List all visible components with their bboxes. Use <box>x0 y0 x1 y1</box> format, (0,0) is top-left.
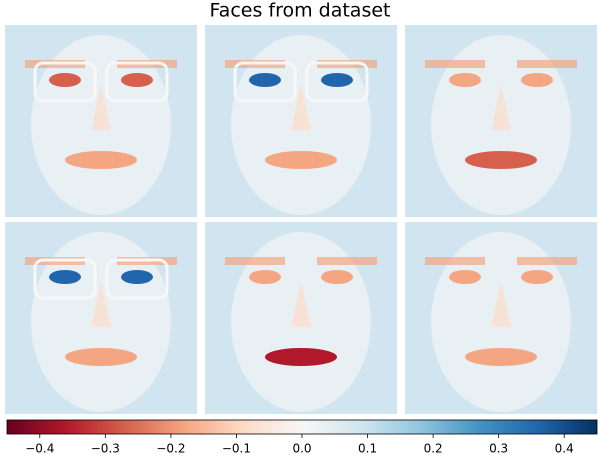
chart-title: Faces from dataset <box>210 0 391 22</box>
face-image <box>205 25 397 217</box>
face-image <box>5 25 197 217</box>
face-image <box>205 222 397 414</box>
colorbar <box>6 419 598 435</box>
colorbar-tick-label: −0.3 <box>91 442 120 456</box>
face-image <box>405 222 597 414</box>
colorbar-tick-label: −0.4 <box>25 442 54 456</box>
face-image <box>5 222 197 414</box>
colorbar-tick-label: 0.1 <box>358 442 377 456</box>
colorbar-tick-label: 0.0 <box>292 442 311 456</box>
colorbar-tick-label: 0.2 <box>424 442 443 456</box>
colorbar-tick-label: −0.2 <box>156 442 185 456</box>
colorbar-tick-label: 0.4 <box>555 442 574 456</box>
colorbar-tick-label: −0.1 <box>222 442 251 456</box>
colorbar-tick-label: 0.3 <box>489 442 508 456</box>
face-image <box>405 25 597 217</box>
